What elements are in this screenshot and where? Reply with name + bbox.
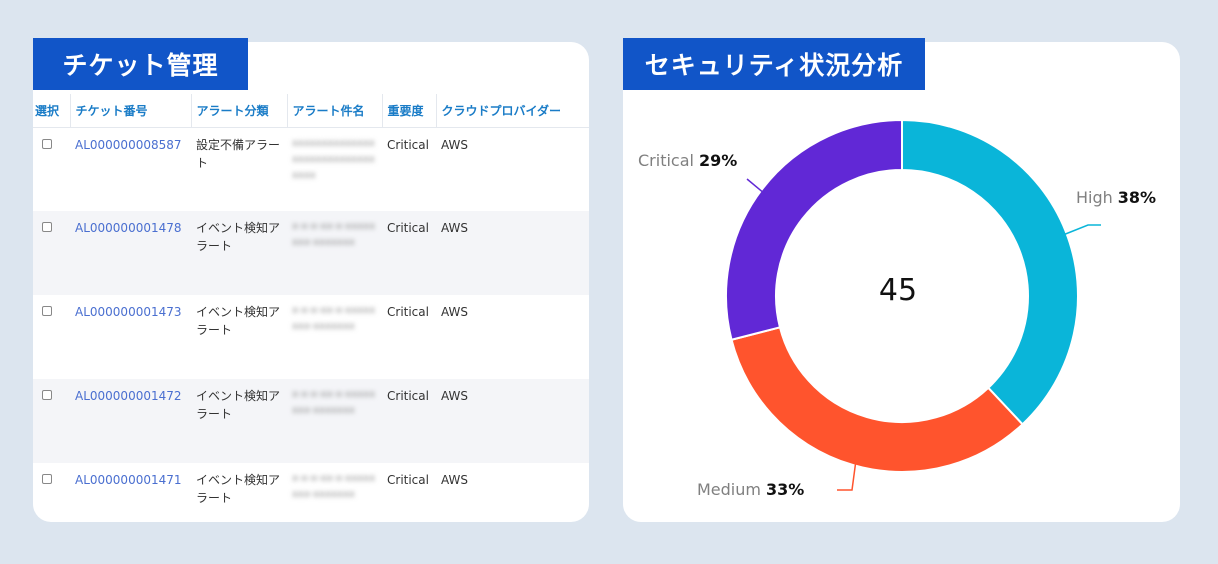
- row-select-checkbox[interactable]: [42, 390, 52, 400]
- ticket-number-link[interactable]: AL000000001473: [75, 305, 182, 319]
- alert-category-cell: イベント検知アラート: [196, 473, 281, 505]
- cloud-provider-cell: AWS: [436, 379, 589, 463]
- row-select-checkbox[interactable]: [42, 222, 52, 232]
- severity-cell: Critical: [387, 305, 429, 319]
- donut-slice-critical[interactable]: [725, 118, 903, 341]
- table-row: AL000000001471 イベント検知アラート x-x-x-xx-x-xxx…: [33, 463, 589, 522]
- ticket-management-panel: 選択 チケット番号 アラート分類 アラート件名 重要度 クラウドプロバイダー A…: [33, 42, 589, 522]
- high-leader-line: [1062, 224, 1101, 236]
- security-analysis-panel: High 38% Medium 33% Critical 29% 45: [623, 42, 1180, 522]
- cloud-provider-cell: AWS: [441, 137, 469, 152]
- alert-subject-cell-redacted: x-x-x-xx-x-xxxxxxxx-xxxxxxx: [292, 389, 376, 416]
- alert-subject-cell-redacted: x-x-x-xx-x-xxxxxxxx-xxxxxxx: [292, 221, 376, 248]
- alert-subject-cell-redacted: x-x-x-xx-x-xxxxxxxx-xxxxxxx: [292, 473, 376, 500]
- ticket-number-link[interactable]: AL000000001478: [75, 221, 182, 235]
- high-label: High 38%: [1076, 188, 1156, 207]
- ticket-number-link[interactable]: AL000000001472: [75, 389, 182, 403]
- alert-subject-cell-redacted: xxxxxxxxxxxxxxxxxxxxxxxxxxxxxxxx: [292, 137, 375, 181]
- table-row: AL000000001478 イベント検知アラート x-x-x-xx-x-xxx…: [33, 211, 589, 295]
- severity-cell: Critical: [382, 379, 436, 463]
- donut-slice-high[interactable]: [901, 118, 1079, 426]
- severity-cell: Critical: [382, 211, 436, 295]
- severity-donut-chart: High 38% Medium 33% Critical 29% 45: [638, 118, 1156, 499]
- severity-cell: Critical: [387, 473, 429, 487]
- column-header-select[interactable]: 選択: [33, 94, 71, 128]
- alert-category-cell: イベント検知アラート: [196, 305, 281, 337]
- table-row: AL000000001472 イベント検知アラート x-x-x-xx-x-xxx…: [33, 379, 589, 463]
- donut-slice-medium[interactable]: [730, 326, 1024, 473]
- table-header-row: 選択 チケット番号 アラート分類 アラート件名 重要度 クラウドプロバイダー: [33, 94, 589, 128]
- critical-leader-line: [746, 178, 766, 195]
- alert-subject-cell-redacted: x-x-x-xx-x-xxxxxxxx-xxxxxxx: [292, 305, 376, 332]
- ticket-number-link[interactable]: AL000000001471: [75, 473, 182, 487]
- alert-category-cell: イベント検知アラート: [191, 379, 287, 463]
- cloud-provider-cell: AWS: [441, 305, 469, 319]
- cloud-provider-cell: AWS: [436, 211, 589, 295]
- column-header-ticket-number[interactable]: チケット番号: [70, 94, 192, 128]
- ticket-table: 選択 チケット番号 アラート分類 アラート件名 重要度 クラウドプロバイダー A…: [33, 94, 589, 522]
- alert-category-cell: 設定不備アラート: [196, 137, 281, 170]
- severity-cell: Critical: [387, 137, 429, 152]
- medium-label: Medium 33%: [697, 480, 804, 499]
- alert-category-cell: イベント検知アラート: [191, 211, 287, 295]
- row-select-checkbox[interactable]: [42, 474, 52, 484]
- column-header-alert-subject[interactable]: アラート件名: [287, 94, 383, 128]
- row-select-checkbox[interactable]: [42, 306, 52, 316]
- column-header-severity[interactable]: 重要度: [382, 94, 437, 128]
- security-analysis-title: セキュリティ状況分析: [623, 38, 925, 90]
- row-select-checkbox[interactable]: [42, 138, 52, 149]
- ticket-number-link[interactable]: AL000000008587: [75, 137, 182, 152]
- donut-center-total: 45: [879, 273, 917, 308]
- column-header-cloud-provider[interactable]: クラウドプロバイダー: [436, 94, 589, 128]
- cloud-provider-cell: AWS: [441, 473, 469, 487]
- table-row: AL000000001473 イベント検知アラート x-x-x-xx-x-xxx…: [33, 295, 589, 379]
- table-row: AL000000008587 設定不備アラート xxxxxxxxxxxxxxxx…: [33, 127, 589, 211]
- donut-slices: [725, 118, 1079, 473]
- column-header-alert-category[interactable]: アラート分類: [191, 94, 288, 128]
- ticket-management-title: チケット管理: [33, 38, 248, 90]
- critical-label: Critical 29%: [638, 151, 737, 170]
- medium-leader-line: [837, 459, 857, 491]
- ticket-table-container: 選択 チケット番号 アラート分類 アラート件名 重要度 クラウドプロバイダー A…: [33, 94, 589, 522]
